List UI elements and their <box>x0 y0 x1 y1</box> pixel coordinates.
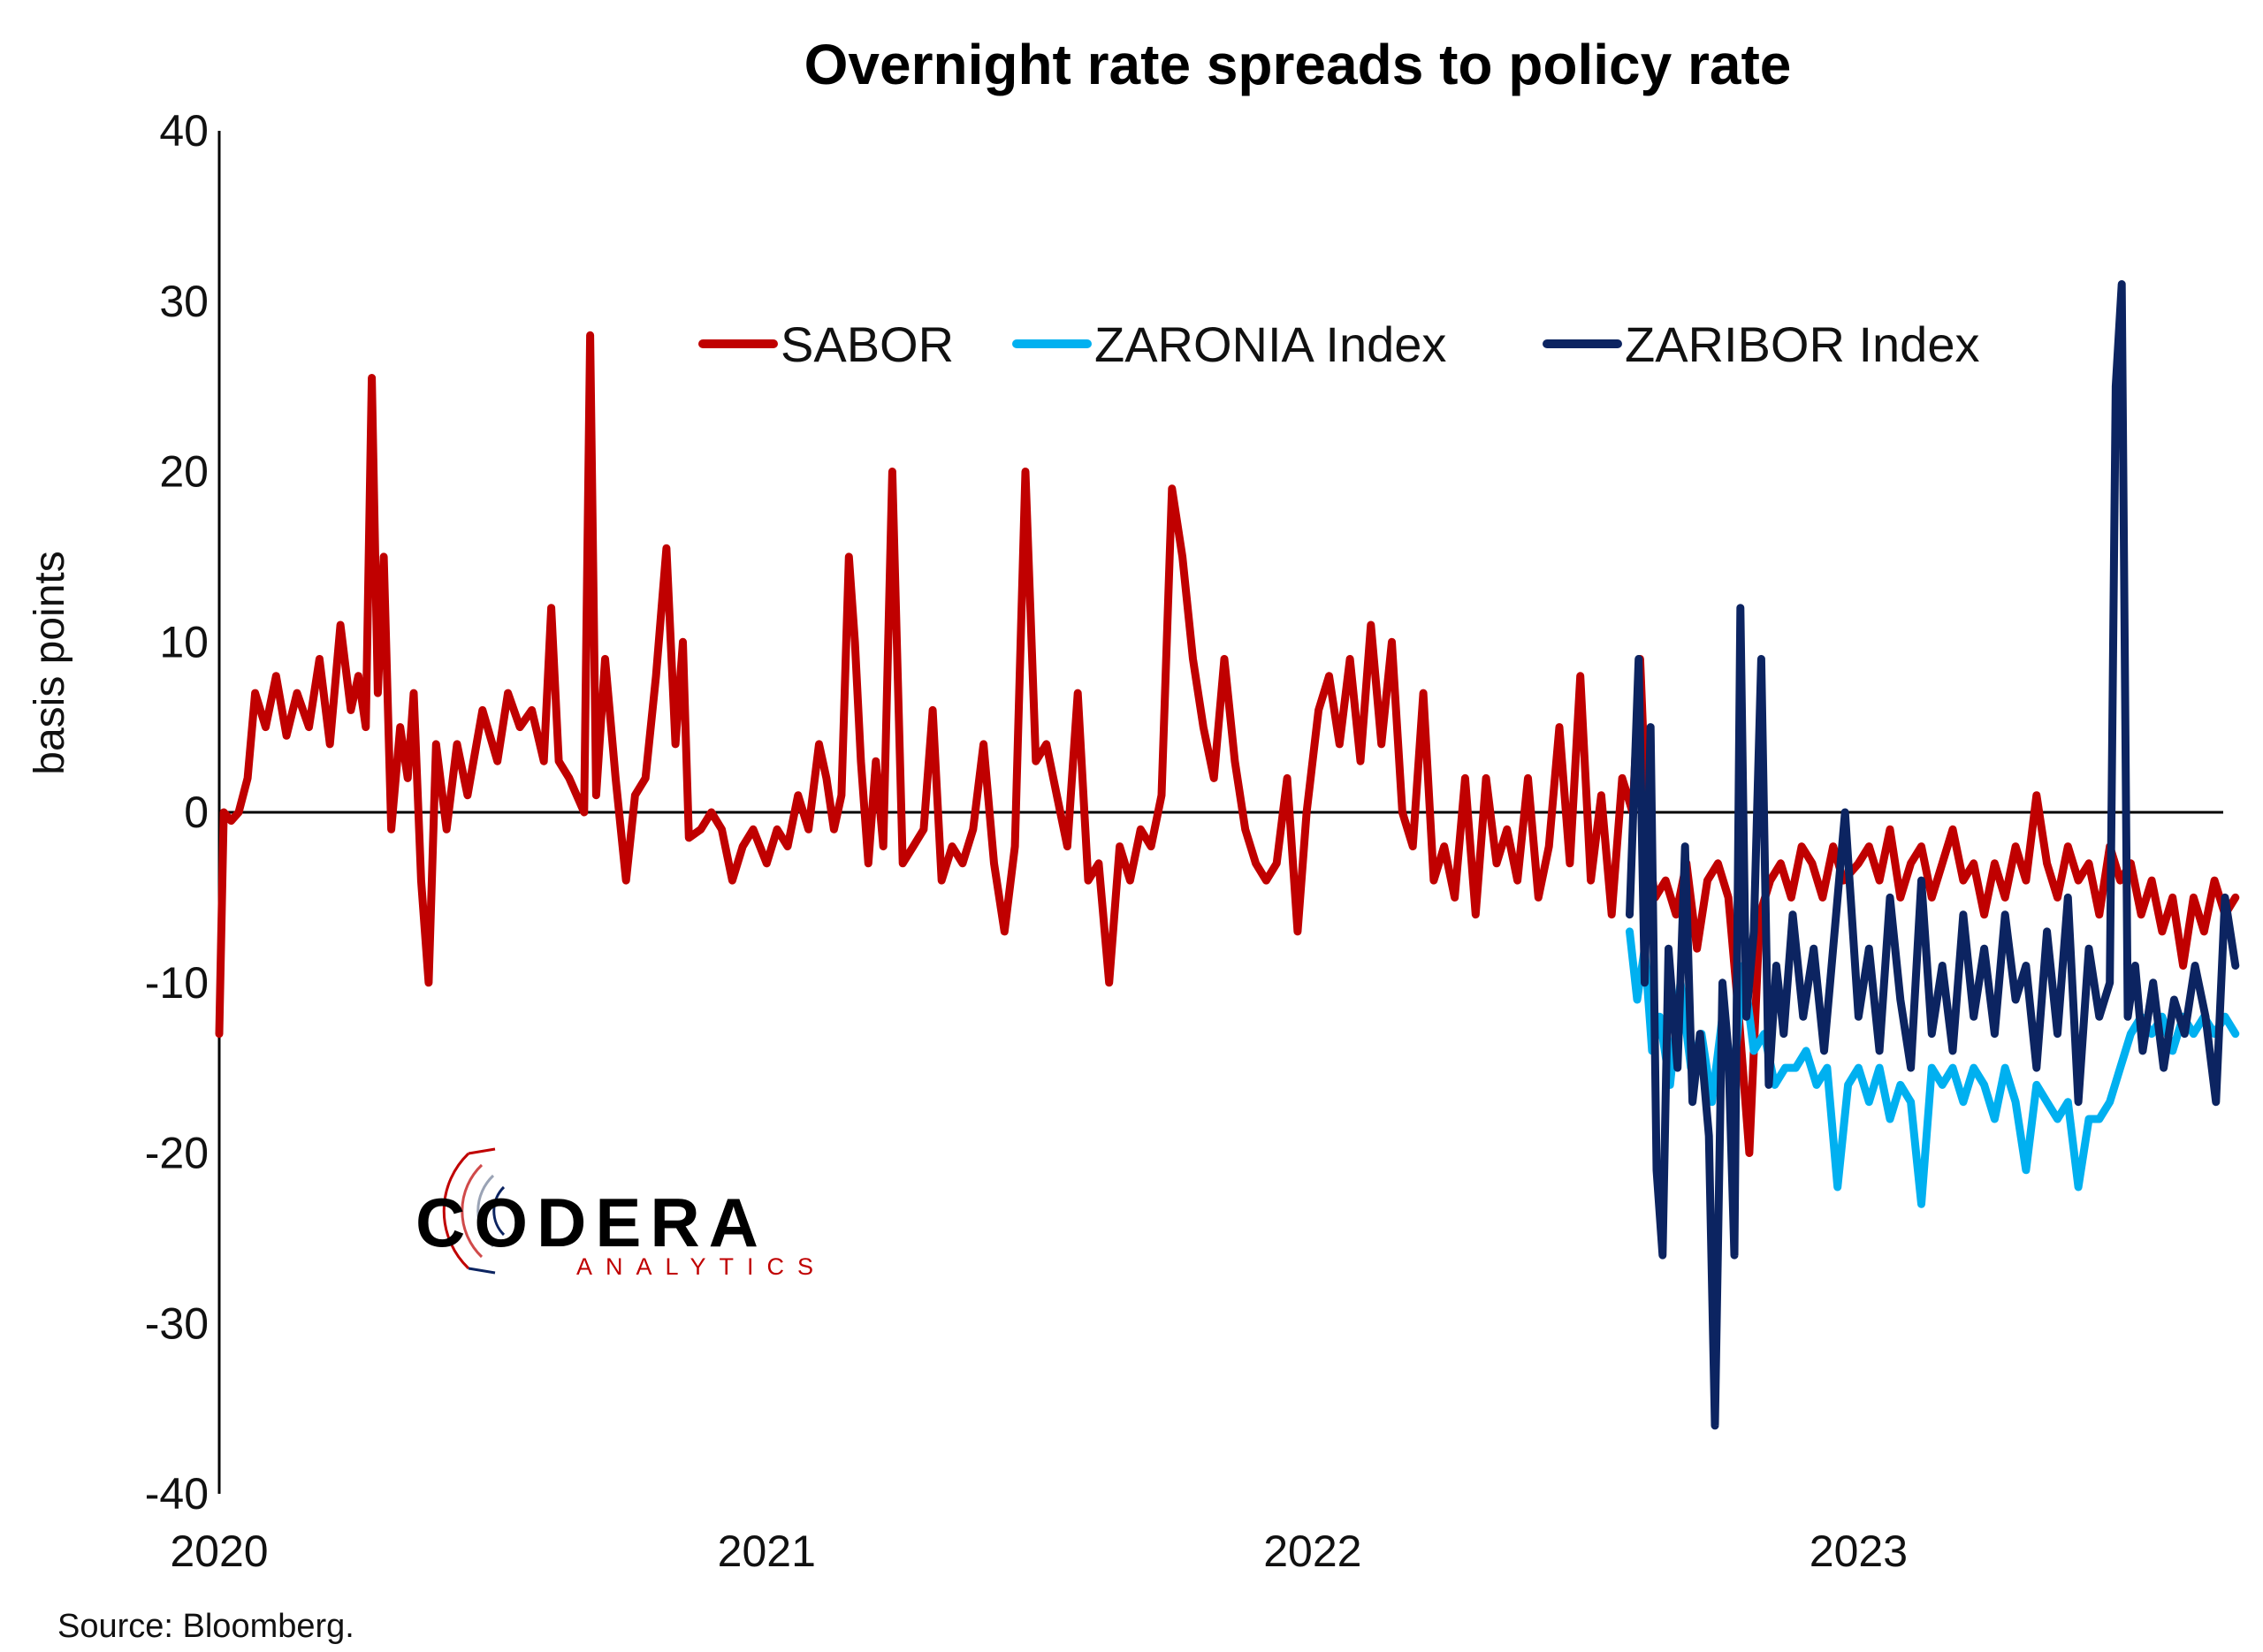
source-note: Source: Bloomberg. <box>57 1608 354 1645</box>
y-tick-label: -10 <box>145 958 209 1008</box>
x-tick-label: 2022 <box>1263 1526 1361 1576</box>
series-line-sabor <box>215 331 2240 1157</box>
logo-sub: ANALYTICS <box>576 1253 827 1280</box>
legend: SABOR ZARONIA Index ZARIBOR Index <box>698 316 1979 372</box>
logo-arcs-icon <box>442 1147 506 1275</box>
y-tick-label: 10 <box>159 617 209 666</box>
codera-logo: CODERA ANALYTICS <box>415 1147 827 1280</box>
chart-title: Overnight rate spreads to policy rate <box>804 33 1792 96</box>
legend-label-zaribor: ZARIBOR Index <box>1625 316 1979 372</box>
x-tick-label: 2020 <box>170 1526 268 1576</box>
y-tick-label: 0 <box>184 788 209 837</box>
legend-label-sabor: SABOR <box>781 316 954 372</box>
series-layer <box>215 280 2240 1430</box>
y-axis-ticks: 40 30 20 10 0 -10 -20 -30 -40 <box>145 106 209 1519</box>
x-axis-ticks: 2020 2021 2022 2023 <box>170 1526 1908 1576</box>
x-tick-label: 2021 <box>718 1526 816 1576</box>
x-tick-label: 2023 <box>1810 1526 1908 1576</box>
y-tick-label: -30 <box>145 1298 209 1348</box>
y-tick-label: 30 <box>159 277 209 326</box>
y-tick-label: 40 <box>159 106 209 156</box>
y-tick-label: -40 <box>145 1469 209 1519</box>
y-tick-label: -20 <box>145 1129 209 1178</box>
series-line-zaribor <box>1626 280 2240 1430</box>
y-tick-label: 20 <box>159 447 209 497</box>
logo-word: CODERA <box>415 1184 767 1261</box>
y-axis-title: basis points <box>27 551 73 774</box>
legend-label-zaronia: ZARONIA Index <box>1094 316 1446 372</box>
